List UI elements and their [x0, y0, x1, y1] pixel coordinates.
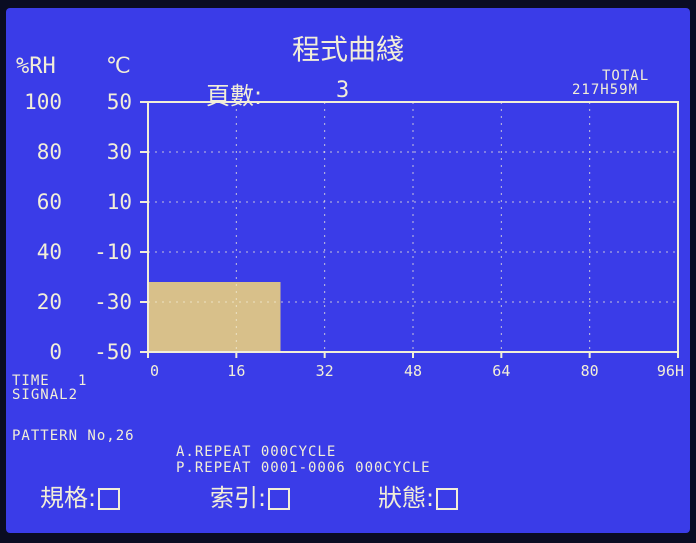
y-tick-label-temp: 10 [107, 190, 132, 214]
y-tick-label-temp: 50 [107, 90, 132, 114]
lcd-screen: 程式曲綫 %RH ℃ 頁數: 3 TOTAL 217H59M 100 50 80 30… [6, 8, 690, 533]
index-value-box[interactable] [268, 488, 291, 510]
index-label: 索引: [210, 484, 267, 512]
x-tick-label: 80 [581, 362, 599, 380]
status-field[interactable]: 狀態: [378, 478, 459, 513]
y-tick-label-rh: 80 [37, 140, 62, 164]
y-tick-label-rh: 0 [49, 340, 62, 364]
x-tick-label: 32 [316, 362, 334, 380]
x-tick-label: 96H [657, 362, 684, 380]
p-repeat-line: P.REPEAT 0001-0006 000CYCLE [176, 460, 431, 476]
pattern-value: 26 [115, 428, 135, 444]
y-tick-label-rh: 60 [37, 190, 62, 214]
index-field[interactable]: 索引: [210, 478, 291, 513]
time-label: TIME [12, 373, 50, 389]
rh-unit-label: %RH [16, 54, 56, 79]
time-signal-block: TIME 1 SIGNAL2 [12, 374, 87, 402]
y-tick-label-rh: 40 [37, 240, 62, 264]
screen-title: 程式曲綫 [291, 33, 404, 66]
y-tick-label-temp: -10 [94, 240, 132, 264]
total-label: TOTAL [602, 68, 650, 84]
temp-unit-label: ℃ [106, 54, 131, 79]
program-curve-chart: 100 50 80 30 60 10 40 -10 20 -30 0 -50 0 16 32 48 64 80 96… [24, 90, 684, 380]
status-value-box[interactable] [436, 488, 459, 510]
pattern-line: PATTERN No,26 [12, 428, 135, 444]
spec-label: 規格: [40, 484, 97, 512]
y-tick-label-rh: 100 [24, 90, 62, 114]
page-label: 頁數: [206, 82, 263, 110]
page-value: 3 [336, 78, 351, 103]
total-value: 217H59M [572, 82, 639, 98]
signal-label: SIGNAL [12, 387, 69, 403]
x-tick-label: 48 [404, 362, 422, 380]
status-label: 狀態: [378, 484, 435, 512]
spec-field[interactable]: 規格: [40, 478, 121, 513]
time-value: 1 [78, 373, 88, 389]
spec-value-box[interactable] [98, 488, 121, 510]
program-block [148, 282, 281, 352]
a-repeat-line: A.REPEAT 000CYCLE [176, 444, 337, 460]
y-tick-label-rh: 20 [37, 290, 62, 314]
x-tick-label: 0 [150, 362, 159, 380]
signal-value: 2 [68, 387, 79, 403]
x-tick-label: 16 [227, 362, 245, 380]
y-tick-label-temp: 30 [107, 140, 132, 164]
y-tick-label-temp: -50 [94, 340, 132, 364]
x-tick-label: 64 [492, 362, 510, 380]
y-tick-label-temp: -30 [94, 290, 132, 314]
pattern-label: PATTERN No, [12, 428, 116, 444]
